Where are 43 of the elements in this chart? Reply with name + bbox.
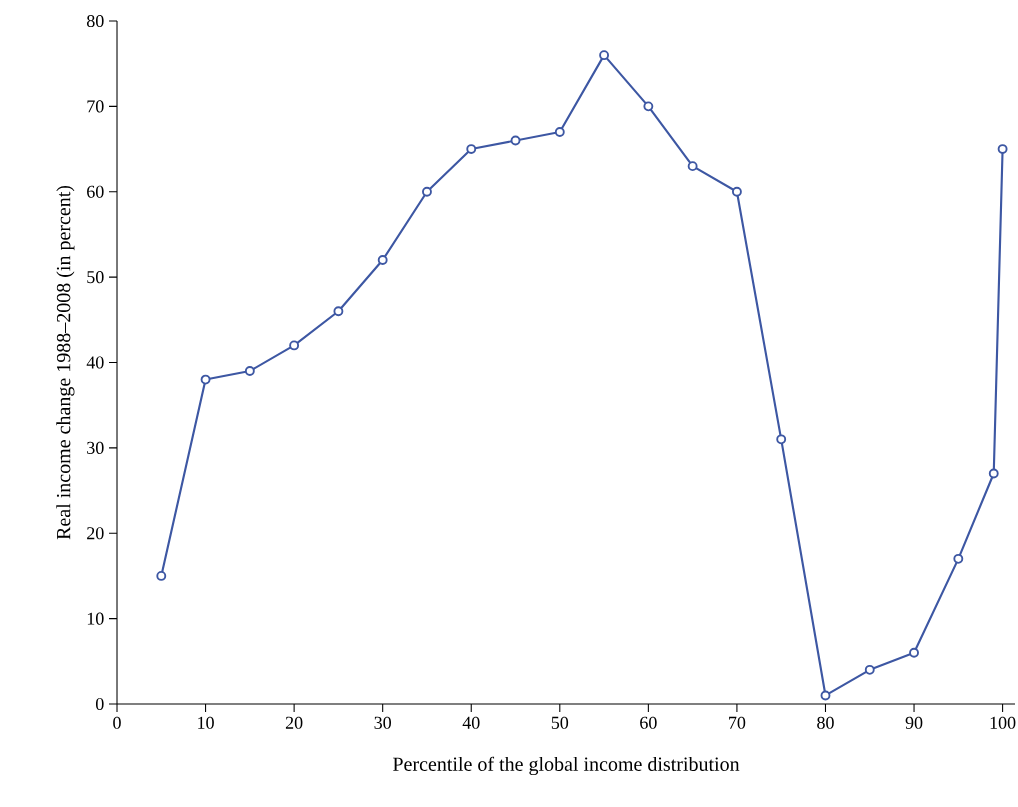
y-tick-label: 80 — [86, 14, 104, 28]
y-tick-label: 10 — [87, 612, 104, 625]
x-tick-label: 20 — [285, 716, 303, 729]
point — [687, 161, 698, 172]
y-tick-label: 0 — [95, 697, 104, 711]
point — [776, 434, 787, 445]
x-tick-label: 40 — [462, 716, 480, 729]
point — [988, 468, 999, 479]
x-tick-label: 80 — [817, 716, 834, 729]
point — [997, 144, 1008, 154]
point — [156, 570, 167, 581]
point — [244, 366, 255, 376]
y-tick-label: 50 — [87, 271, 104, 284]
point — [554, 127, 565, 137]
point — [820, 690, 831, 701]
point — [643, 101, 654, 112]
y-tick-label: 20 — [87, 527, 104, 540]
point — [953, 553, 964, 564]
point — [466, 144, 477, 154]
x-tick-label: 90 — [905, 716, 923, 729]
x-tick-label: 70 — [729, 716, 746, 729]
point — [909, 647, 919, 658]
point — [731, 186, 742, 197]
point — [510, 135, 521, 146]
point — [377, 255, 388, 265]
y-tick-label: 40 — [86, 356, 104, 369]
y-tick-label: 30 — [87, 441, 104, 454]
x-tick-label: 60 — [640, 716, 657, 729]
x-tick-label: 10 — [198, 716, 214, 729]
point — [864, 664, 875, 675]
point — [289, 340, 300, 351]
x-tick-label: 100 — [990, 716, 1016, 729]
y-tick-label: 70 — [87, 100, 104, 113]
x-tick-label: 50 — [551, 716, 569, 729]
point — [333, 306, 344, 317]
x-tick-label: 0 — [113, 716, 121, 729]
y-tick-label: 60 — [87, 185, 104, 198]
y-axis-title: Real income change 1988–2008 (in percent) — [56, 185, 75, 540]
point — [200, 374, 211, 385]
point — [599, 50, 610, 61]
x-axis-title: Percentile of the global income distribution — [393, 756, 740, 776]
point — [422, 186, 432, 197]
x-tick-label: 30 — [374, 716, 392, 729]
